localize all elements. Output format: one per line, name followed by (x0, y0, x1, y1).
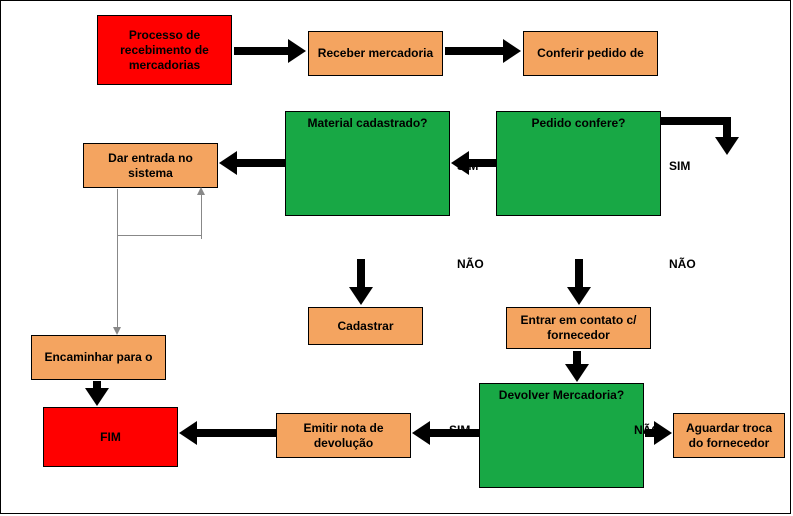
node-aguardar: Aguardar troca do fornecedor (673, 413, 785, 458)
arrow-pedido-material-head (451, 151, 469, 175)
thin-right-up (201, 193, 202, 239)
node-receber: Receber mercadoria (308, 31, 443, 76)
node-fim: FIM (43, 407, 178, 467)
node-contato: Entrar em contato c/ fornecedor (506, 307, 651, 349)
node-start: Processo de recebimento de mercadorias (97, 15, 232, 85)
arrow-material-darentrada-head (219, 151, 237, 175)
node-devolver-label: Devolver Mercadoria? (499, 388, 624, 403)
arrow-devolver-emitir-head (412, 421, 430, 445)
node-start-label: Processo de recebimento de mercadorias (102, 28, 227, 73)
arrow-pedido-hook-v (723, 117, 731, 139)
node-cadastrar: Cadastrar (308, 307, 423, 345)
arrow-pedido-hook-h (661, 117, 731, 125)
arrow-encaminhar-fim-head (85, 388, 109, 406)
arrow-material-cadastrar (357, 259, 365, 289)
node-material-label: Material cadastrado? (307, 116, 427, 131)
node-receber-label: Receber mercadoria (318, 46, 433, 61)
thin-head-up (197, 187, 205, 195)
thin-head-enc (113, 327, 121, 335)
flowchart-canvas: Processo de recebimento de mercadorias Re… (0, 0, 791, 514)
node-encaminhar: Encaminhar para o (31, 335, 166, 380)
arrow-start-receber-head (288, 39, 306, 63)
arrow-material-cadastrar-head (349, 287, 373, 305)
node-contato-label: Entrar em contato c/ fornecedor (511, 313, 646, 343)
node-fim-label: FIM (100, 430, 121, 445)
label-nao1: NÃO (457, 257, 484, 271)
node-encaminhar-label: Encaminhar para o (44, 350, 152, 365)
node-aguardar-label: Aguardar troca do fornecedor (678, 421, 780, 451)
node-pedido-label: Pedido confere? (531, 116, 625, 131)
node-emitir: Emitir nota de devolução (276, 413, 411, 458)
label-sim2: SIM (669, 159, 690, 173)
label-nao2: NÃO (669, 257, 696, 271)
arrow-pedido-material (467, 159, 496, 167)
node-cadastrar-label: Cadastrar (337, 319, 393, 334)
node-pedido: Pedido confere? (496, 111, 661, 216)
arrow-emitir-fim-head (179, 421, 197, 445)
arrow-devolver-emitir (428, 429, 479, 437)
arrow-pedido-hook-head (715, 137, 739, 155)
arrow-devolver-aguardar-head (654, 421, 672, 445)
arrow-pedido-contato-head (567, 287, 591, 305)
node-conferir: Conferir pedido de (523, 31, 658, 76)
node-conferir-label: Conferir pedido de (537, 46, 644, 61)
arrow-material-darentrada (235, 159, 285, 167)
node-emitir-label: Emitir nota de devolução (281, 421, 406, 451)
arrow-pedido-contato (575, 259, 583, 289)
arrow-receber-conferir-head (503, 39, 521, 63)
node-darentrada: Dar entrada no sistema (83, 143, 218, 188)
node-devolver: Devolver Mercadoria? (479, 383, 644, 488)
thin-darentrada-down-left (117, 189, 118, 327)
arrow-emitir-fim (195, 429, 276, 437)
node-material: Material cadastrado? (285, 111, 450, 216)
arrow-start-receber (234, 47, 290, 55)
node-darentrada-label: Dar entrada no sistema (88, 151, 213, 181)
thin-join (117, 235, 201, 236)
arrow-receber-conferir (445, 47, 505, 55)
arrow-contato-devolver-head (565, 364, 589, 382)
